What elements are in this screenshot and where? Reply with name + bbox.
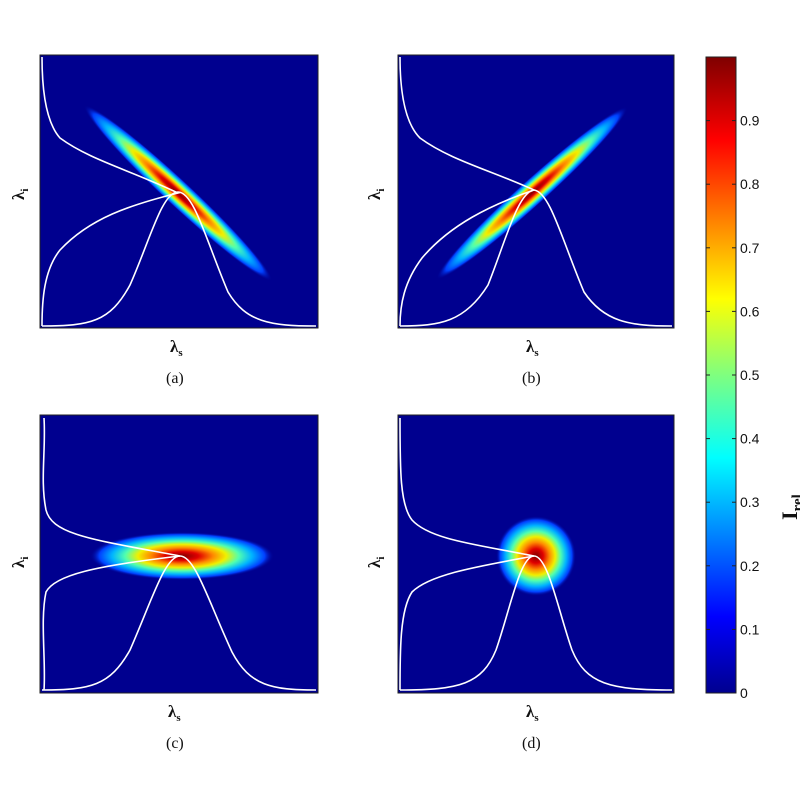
panel-b-joint-spectrum [436, 106, 628, 280]
colorbar-tick-label: 0.6 [740, 303, 760, 319]
panel-c: λs λi (c) [9, 414, 319, 752]
panel-b-marginal-idler [399, 56, 537, 327]
colorbar-tick-label: 0.2 [740, 558, 760, 574]
panel-c-caption: (c) [166, 735, 184, 752]
colorbar-tick-label: 0.7 [740, 240, 760, 256]
colorbar-label: Irel [777, 494, 800, 520]
colorbar-ticks: 0 0.1 0.2 0.3 0.4 0.5 0.6 0.7 0.8 0.9 [706, 113, 760, 701]
colorbar-tick-label: 0.5 [740, 367, 760, 383]
panel-d: λs λi (d) [365, 414, 675, 752]
panel-b: λs λi (b) [365, 54, 675, 387]
panel-d-caption: (d) [522, 735, 541, 752]
colorbar-tick-label: 0.4 [740, 431, 760, 447]
colorbar-gradient [705, 56, 737, 694]
colorbar-tick-label: 0.9 [740, 113, 760, 129]
colorbar-tick-label: 0.3 [740, 494, 760, 510]
panel-a-marginal-signal [41, 191, 317, 327]
colorbar-tick-label: 0.1 [740, 621, 760, 637]
colorbar-tick-label: 0 [740, 685, 748, 701]
panel-a-xlabel: λs [170, 337, 183, 359]
colorbar: 0 0.1 0.2 0.3 0.4 0.5 0.6 0.7 0.8 0.9 Irel [705, 56, 800, 701]
panel-a-marginal-idler [41, 56, 181, 327]
panel-b-ylabel: λi [365, 189, 387, 200]
panel-a: λs λi (a) [9, 54, 319, 387]
panel-d-ylabel: λi [365, 557, 387, 568]
panel-d-marginal-idler [399, 417, 535, 691]
panel-b-xlabel: λs [526, 337, 539, 359]
panel-d-xlabel: λs [526, 702, 539, 724]
colorbar-tick-label: 0.8 [740, 176, 760, 192]
panel-a-caption: (a) [166, 370, 184, 387]
panel-c-marginal-idler [42, 417, 181, 691]
panel-c-xlabel: λs [168, 702, 181, 724]
panel-c-ylabel: λi [9, 557, 31, 568]
panel-a-ylabel: λi [9, 189, 31, 200]
panel-b-caption: (b) [522, 370, 541, 387]
